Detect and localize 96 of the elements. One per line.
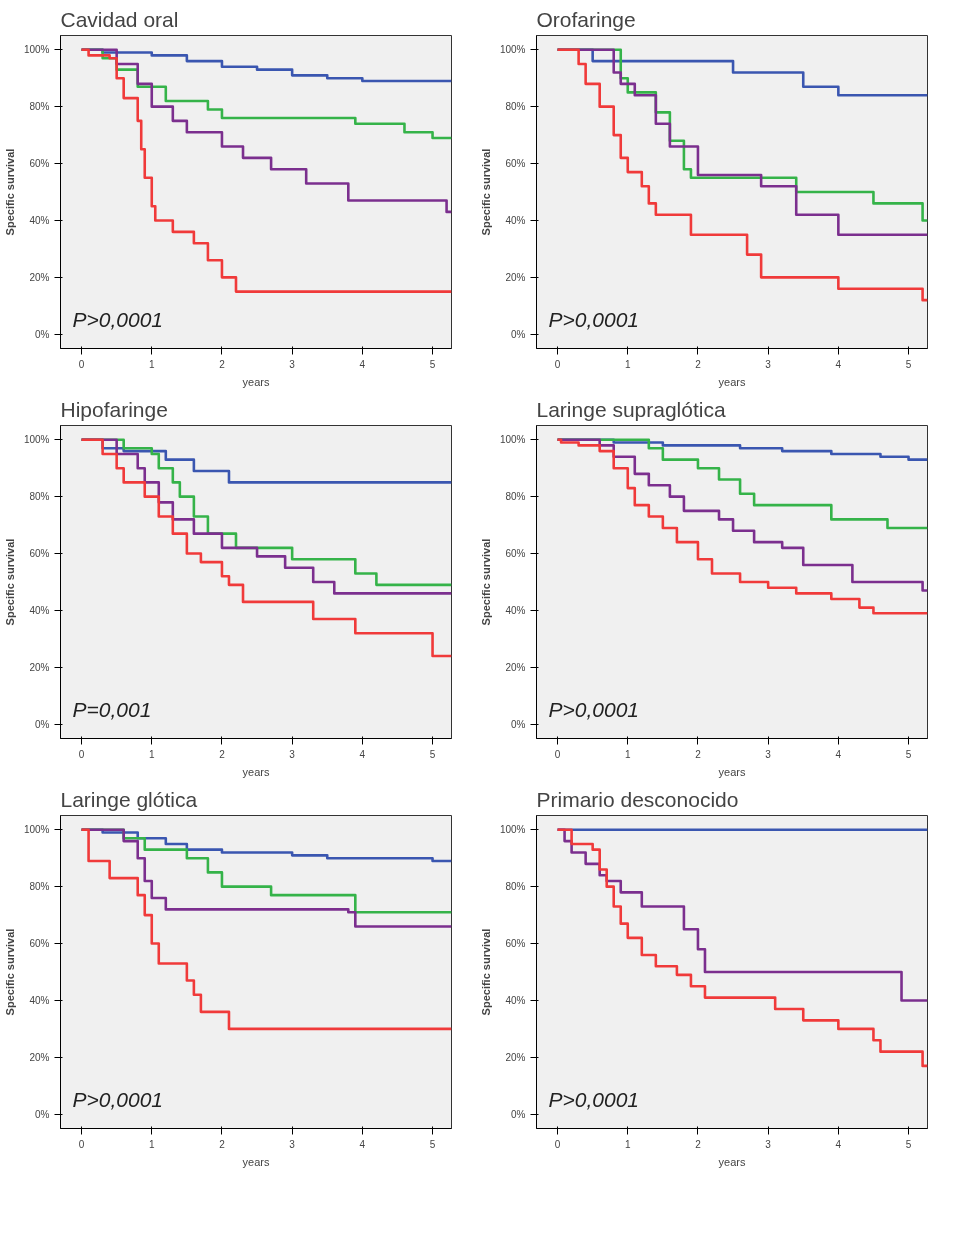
x-tick-label: 4 bbox=[359, 1138, 366, 1150]
x-tick-label: 4 bbox=[835, 358, 842, 370]
x-tick-label: 0 bbox=[78, 358, 85, 370]
y-tick-label: 100% bbox=[23, 434, 50, 446]
y-axis-title: Specific survival bbox=[3, 928, 16, 1016]
x-tick-label: 3 bbox=[765, 358, 772, 370]
x-tick-label: 4 bbox=[359, 358, 366, 370]
y-tick-label: 100% bbox=[23, 44, 50, 56]
x-tick-label: 0 bbox=[554, 358, 561, 370]
x-tick-label: 5 bbox=[905, 1138, 912, 1150]
x-tick-label: 2 bbox=[695, 1138, 702, 1150]
x-tick-label: 4 bbox=[359, 748, 366, 760]
y-tick-label: 0% bbox=[35, 718, 50, 730]
y-tick-label: 60% bbox=[29, 938, 50, 950]
x-tick-label: 3 bbox=[289, 358, 296, 370]
x-tick-label: 0 bbox=[554, 748, 561, 760]
annotation: P>0,0001 bbox=[72, 307, 164, 331]
x-tick-label: 1 bbox=[624, 748, 631, 760]
y-tick-label: 0% bbox=[511, 1108, 526, 1120]
y-tick-label: 20% bbox=[29, 661, 50, 673]
chart-title: Hipofaringe bbox=[60, 397, 168, 421]
annotation: P=0,001 bbox=[72, 697, 152, 721]
x-tick-label: 2 bbox=[695, 358, 702, 370]
x-tick-label: 5 bbox=[429, 358, 436, 370]
x-tick-label: 0 bbox=[78, 1138, 85, 1150]
y-tick-label: 20% bbox=[505, 1051, 526, 1063]
x-tick-label: 1 bbox=[148, 1138, 155, 1150]
y-tick-label: 80% bbox=[29, 491, 50, 503]
x-axis-title: years bbox=[718, 765, 746, 778]
x-axis-title: years bbox=[718, 1155, 746, 1168]
annotation: P>0,0001 bbox=[548, 1087, 640, 1111]
annotation: P>0,0001 bbox=[72, 1087, 164, 1111]
y-tick-label: 100% bbox=[499, 434, 526, 446]
y-tick-label: 20% bbox=[29, 271, 50, 283]
y-axis-title: Specific survival bbox=[479, 538, 492, 626]
y-axis-title: Specific survival bbox=[479, 148, 492, 236]
x-tick-label: 0 bbox=[78, 748, 85, 760]
y-tick-label: 80% bbox=[505, 491, 526, 503]
y-tick-label: 40% bbox=[505, 604, 526, 616]
y-tick-label: 80% bbox=[505, 881, 526, 893]
y-tick-label: 60% bbox=[505, 938, 526, 950]
x-axis-title: years bbox=[718, 375, 746, 388]
x-tick-label: 3 bbox=[765, 1138, 772, 1150]
chart-title: Cavidad oral bbox=[60, 7, 179, 31]
y-tick-label: 0% bbox=[511, 718, 526, 730]
y-tick-label: 20% bbox=[505, 271, 526, 283]
y-tick-label: 40% bbox=[505, 214, 526, 226]
x-tick-label: 2 bbox=[219, 748, 226, 760]
y-tick-label: 40% bbox=[29, 994, 50, 1006]
x-axis-title: years bbox=[242, 375, 270, 388]
x-tick-label: 1 bbox=[148, 358, 155, 370]
chart-title: Laringe glótica bbox=[60, 787, 198, 811]
x-tick-label: 5 bbox=[429, 1138, 436, 1150]
x-tick-label: 4 bbox=[835, 748, 842, 760]
y-tick-label: 0% bbox=[35, 328, 50, 340]
y-tick-label: 40% bbox=[29, 604, 50, 616]
y-axis-title: Specific survival bbox=[479, 928, 492, 1016]
y-tick-label: 0% bbox=[511, 328, 526, 340]
x-tick-label: 3 bbox=[289, 1138, 296, 1150]
x-tick-label: 5 bbox=[429, 748, 436, 760]
y-tick-label: 40% bbox=[505, 994, 526, 1006]
x-tick-label: 1 bbox=[624, 1138, 631, 1150]
x-tick-label: 3 bbox=[765, 748, 772, 760]
y-tick-label: 100% bbox=[499, 824, 526, 836]
x-tick-label: 4 bbox=[835, 1138, 842, 1150]
y-tick-label: 80% bbox=[505, 101, 526, 113]
x-tick-label: 1 bbox=[148, 748, 155, 760]
y-tick-label: 60% bbox=[505, 158, 526, 170]
annotation: P>0,0001 bbox=[548, 697, 640, 721]
y-tick-label: 60% bbox=[29, 548, 50, 560]
y-tick-label: 100% bbox=[23, 824, 50, 836]
x-tick-label: 0 bbox=[554, 1138, 561, 1150]
y-axis-title: Specific survival bbox=[3, 148, 16, 236]
x-tick-label: 5 bbox=[905, 358, 912, 370]
y-axis-title: Specific survival bbox=[3, 538, 16, 626]
x-tick-label: 1 bbox=[624, 358, 631, 370]
chart-title: Primario desconocido bbox=[536, 787, 739, 811]
x-tick-label: 3 bbox=[289, 748, 296, 760]
y-tick-label: 40% bbox=[29, 214, 50, 226]
y-tick-label: 20% bbox=[29, 1051, 50, 1063]
x-axis-title: years bbox=[242, 765, 270, 778]
y-tick-label: 60% bbox=[29, 158, 50, 170]
y-tick-label: 20% bbox=[505, 661, 526, 673]
annotation: P>0,0001 bbox=[548, 307, 640, 331]
y-tick-label: 100% bbox=[499, 44, 526, 56]
y-tick-label: 80% bbox=[29, 881, 50, 893]
chart-title: Orofaringe bbox=[536, 7, 636, 31]
x-axis-title: years bbox=[242, 1155, 270, 1168]
x-tick-label: 5 bbox=[905, 748, 912, 760]
x-tick-label: 2 bbox=[219, 358, 226, 370]
y-tick-label: 60% bbox=[505, 548, 526, 560]
y-tick-label: 80% bbox=[29, 101, 50, 113]
x-tick-label: 2 bbox=[695, 748, 702, 760]
chart-title: Laringe supraglótica bbox=[536, 397, 726, 421]
y-tick-label: 0% bbox=[35, 1108, 50, 1120]
x-tick-label: 2 bbox=[219, 1138, 226, 1150]
